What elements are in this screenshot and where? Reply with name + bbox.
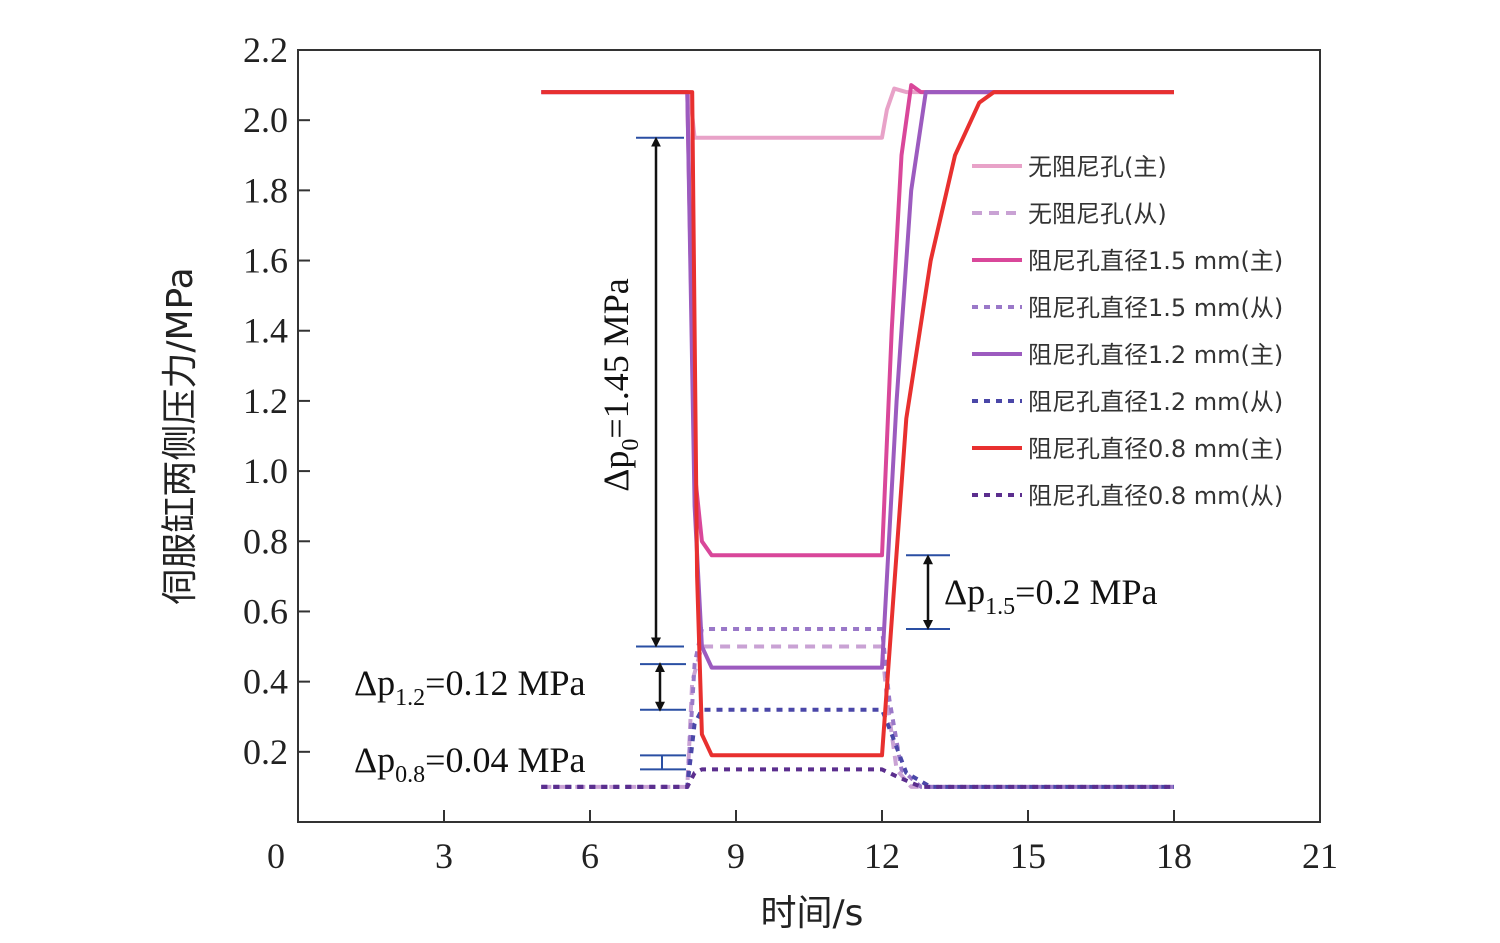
- y-tick-label: 0.6: [243, 591, 288, 631]
- annotation-label: Δp1.2=0.12 MPa: [354, 663, 585, 711]
- series-line-1: [541, 86, 1174, 140]
- annotation-subscript: 0: [618, 439, 644, 451]
- series-line-5: [541, 90, 1174, 670]
- annotation-symbol: Δp: [354, 740, 395, 780]
- y-tick-label: 1.4: [243, 311, 288, 351]
- annotation-subscript: 1.5: [985, 594, 1015, 620]
- x-axis-ticks: 0 3 6 9 12 15 18 21: [267, 810, 1338, 876]
- annotation-label: Δp1.5=0.2 MPa: [944, 572, 1157, 620]
- y-tick-label: 2.2: [243, 30, 288, 70]
- legend-label: 阻尼孔直径1.2 mm(主): [1028, 341, 1283, 369]
- annotation-symbol: Δp: [354, 663, 395, 703]
- series-line-8: [541, 767, 1174, 789]
- series-line-4: [541, 627, 1174, 789]
- x-tick-label: 21: [1302, 836, 1338, 876]
- y-tick-label: 0.4: [243, 662, 288, 702]
- annotation-label: Δp0=1.45 MPa: [596, 278, 644, 491]
- annotation-value: =0.2 MPa: [1015, 572, 1157, 612]
- x-tick-label: 6: [581, 836, 599, 876]
- y-tick-label: 1.0: [243, 451, 288, 491]
- y-tick-label: 1.6: [243, 241, 288, 281]
- series-layer: [541, 83, 1174, 789]
- x-tick-label: 15: [1010, 836, 1046, 876]
- annotation-symbol: Δp: [944, 572, 985, 612]
- legend-label: 阻尼孔直径1.2 mm(从): [1028, 388, 1283, 416]
- x-tick-label: 3: [435, 836, 453, 876]
- annotation-value: =0.04 MPa: [425, 740, 585, 780]
- y-tick-label: 0.2: [243, 732, 288, 772]
- annotation-subscript: 1.2: [395, 685, 425, 711]
- annotation-value: =1.45 MPa: [596, 278, 636, 438]
- annotation-subscript: 0.8: [395, 762, 425, 788]
- legend-label: 无阻尼孔(主): [1028, 153, 1167, 181]
- legend: 无阻尼孔(主) 无阻尼孔(从) 阻尼孔直径1.5 mm(主) 阻尼孔直径1.5 mm(…: [972, 153, 1283, 510]
- legend-label: 阻尼孔直径1.5 mm(从): [1028, 294, 1283, 322]
- legend-label: 无阻尼孔(从): [1028, 200, 1167, 228]
- legend-label: 阻尼孔直径0.8 mm(主): [1028, 435, 1283, 463]
- y-axis-title: 伺服缸两侧压力/MPa: [160, 267, 201, 604]
- series-line-7: [541, 90, 1174, 758]
- legend-label: 阻尼孔直径0.8 mm(从): [1028, 482, 1283, 510]
- annotation-symbol: Δp: [596, 451, 636, 492]
- x-tick-label: 9: [727, 836, 745, 876]
- x-tick-label: 0: [267, 836, 285, 876]
- x-tick-label: 18: [1156, 836, 1192, 876]
- y-tick-label: 1.8: [243, 170, 288, 210]
- series-line-6: [541, 707, 1174, 789]
- annotation-value: =0.12 MPa: [425, 663, 585, 703]
- y-tick-label: 0.8: [243, 521, 288, 561]
- y-tick-label: 2.0: [243, 100, 288, 140]
- annotation-label: Δp0.8=0.04 MPa: [354, 740, 585, 788]
- plot-frame: [297, 49, 1321, 823]
- legend-label: 阻尼孔直径1.5 mm(主): [1028, 247, 1283, 275]
- y-axis-ticks: 0.2 0.4 0.6 0.8 1.0 1.2 1.4 1.6 1.8 2.0 2.2: [243, 30, 310, 772]
- y-tick-label: 1.2: [243, 381, 288, 421]
- x-tick-label: 12: [864, 836, 900, 876]
- x-axis-title: 时间/s: [761, 893, 864, 934]
